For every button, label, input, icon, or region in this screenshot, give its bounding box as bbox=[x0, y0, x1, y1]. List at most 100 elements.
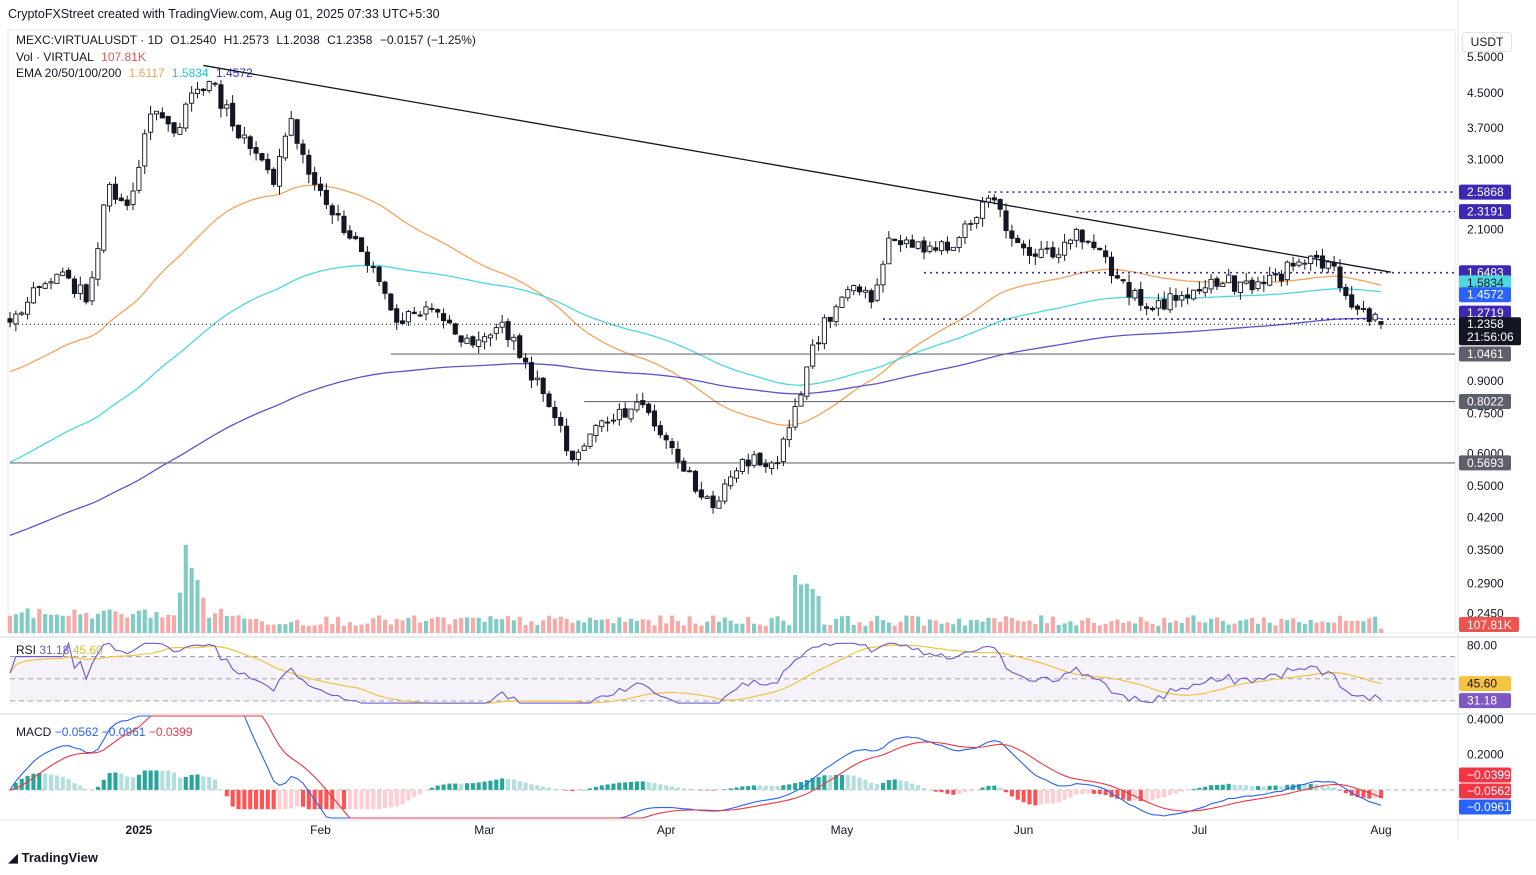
macd-histogram-bar bbox=[423, 789, 429, 791]
volume-bar bbox=[968, 620, 973, 633]
volume-bar bbox=[1285, 620, 1290, 633]
candle-body bbox=[769, 462, 775, 469]
candle bbox=[616, 403, 622, 426]
macd-histogram-bar bbox=[541, 786, 546, 790]
ema-legend[interactable]: EMA 20/50/100/200 1.6117 1.5834 1.4572 bbox=[16, 66, 257, 80]
candle-body bbox=[165, 115, 171, 125]
price-tick-label: 0.4200 bbox=[1467, 510, 1504, 524]
volume-bar bbox=[1009, 618, 1014, 633]
candle-body bbox=[194, 88, 201, 94]
candle bbox=[985, 194, 992, 208]
candle-body bbox=[306, 154, 312, 175]
candle-body bbox=[933, 247, 939, 251]
candle-body bbox=[956, 237, 962, 248]
support-badge-text: 1.0461 bbox=[1467, 347, 1504, 361]
candle bbox=[112, 176, 119, 205]
candle-body bbox=[903, 239, 909, 245]
volume-label: Vol · VIRTUAL bbox=[16, 50, 94, 64]
candle bbox=[1302, 259, 1308, 270]
macd-histogram-bar bbox=[429, 787, 434, 790]
candle bbox=[1003, 203, 1009, 239]
macd-histogram-bar bbox=[992, 785, 997, 790]
candle bbox=[329, 203, 335, 224]
macd-histogram-bar bbox=[546, 787, 552, 790]
candle bbox=[13, 310, 19, 332]
volume-bar bbox=[570, 622, 575, 633]
macd-histogram-bar bbox=[7, 789, 13, 791]
volume-bar bbox=[1056, 624, 1061, 633]
candle-body bbox=[294, 119, 300, 144]
macd-histogram-bar bbox=[1279, 786, 1284, 790]
volume-bar bbox=[617, 617, 622, 633]
volume-bar bbox=[722, 617, 727, 633]
candle bbox=[593, 424, 599, 443]
currency-selector[interactable]: USDT bbox=[1462, 32, 1512, 52]
candle-body bbox=[353, 236, 359, 240]
macd-legend[interactable]: MACD −0.0562 −0.0961 −0.0399 bbox=[16, 725, 193, 739]
macd-histogram-bar bbox=[927, 789, 932, 791]
candle bbox=[77, 276, 83, 301]
candle-body bbox=[376, 266, 382, 283]
candle-body bbox=[1331, 262, 1337, 267]
volume-bar bbox=[300, 625, 305, 633]
candle-body bbox=[1126, 282, 1132, 298]
candle-body bbox=[704, 496, 710, 499]
candle bbox=[353, 231, 359, 241]
macd-histogram-bar bbox=[107, 773, 112, 790]
volume-value: 107.81K bbox=[101, 50, 146, 64]
candle-body bbox=[1056, 254, 1062, 258]
candle-body bbox=[599, 420, 605, 428]
candle bbox=[282, 132, 288, 161]
volume-bar bbox=[365, 623, 370, 633]
candle-body bbox=[1372, 313, 1378, 321]
volume-bar bbox=[916, 616, 921, 633]
candle bbox=[288, 110, 294, 137]
candle-body bbox=[312, 172, 318, 185]
volume-bar bbox=[1320, 621, 1325, 633]
support-badge-bg bbox=[1459, 455, 1511, 471]
volume-bar bbox=[84, 612, 89, 633]
candle-body bbox=[417, 314, 423, 317]
macd-histogram-bar bbox=[658, 784, 663, 790]
candle bbox=[792, 398, 798, 431]
symbol-name[interactable]: MEXC:VIRTUALUSDT · 1D bbox=[16, 33, 163, 47]
macd-histogram-bar bbox=[629, 781, 634, 790]
volume-bar bbox=[318, 624, 323, 633]
macd-histogram-bar bbox=[394, 789, 399, 807]
candle bbox=[1319, 248, 1325, 273]
candle bbox=[1120, 279, 1126, 284]
candle bbox=[1062, 233, 1068, 261]
candle bbox=[1185, 287, 1191, 305]
volume-legend[interactable]: Vol · VIRTUAL 107.81K bbox=[16, 50, 150, 64]
candle bbox=[1202, 280, 1208, 297]
candle bbox=[1126, 274, 1132, 306]
macd-histogram-bar bbox=[177, 777, 182, 790]
macd-histogram-bar bbox=[136, 774, 141, 790]
candle bbox=[1355, 303, 1361, 316]
candle bbox=[1249, 276, 1255, 295]
macd-histogram-bar bbox=[230, 789, 235, 807]
candle bbox=[276, 148, 283, 195]
volume-bar bbox=[998, 621, 1003, 633]
volume-bar bbox=[904, 615, 909, 633]
candle-body bbox=[774, 462, 781, 465]
time-tick-label: Feb bbox=[310, 823, 331, 837]
candle-body bbox=[271, 168, 277, 185]
volume-bar bbox=[1150, 623, 1155, 633]
candle-body bbox=[405, 311, 411, 323]
candle-body bbox=[728, 476, 734, 487]
candle-body bbox=[733, 470, 740, 479]
tradingview-logo[interactable]: ◢ TradingView bbox=[8, 850, 98, 865]
volume-bar bbox=[1168, 622, 1173, 633]
macd-histogram-bar bbox=[558, 789, 563, 790]
rsi-ma-badge: 45.60 bbox=[1459, 676, 1511, 692]
volume-bar bbox=[1373, 616, 1378, 633]
candle bbox=[1132, 288, 1138, 302]
rsi-legend[interactable]: RSI 31.18 45.60 bbox=[16, 643, 103, 657]
candle bbox=[528, 356, 535, 389]
candle-body bbox=[1337, 266, 1343, 289]
candle bbox=[1243, 272, 1249, 285]
volume-bar bbox=[523, 624, 528, 633]
volume-bar bbox=[470, 617, 475, 633]
